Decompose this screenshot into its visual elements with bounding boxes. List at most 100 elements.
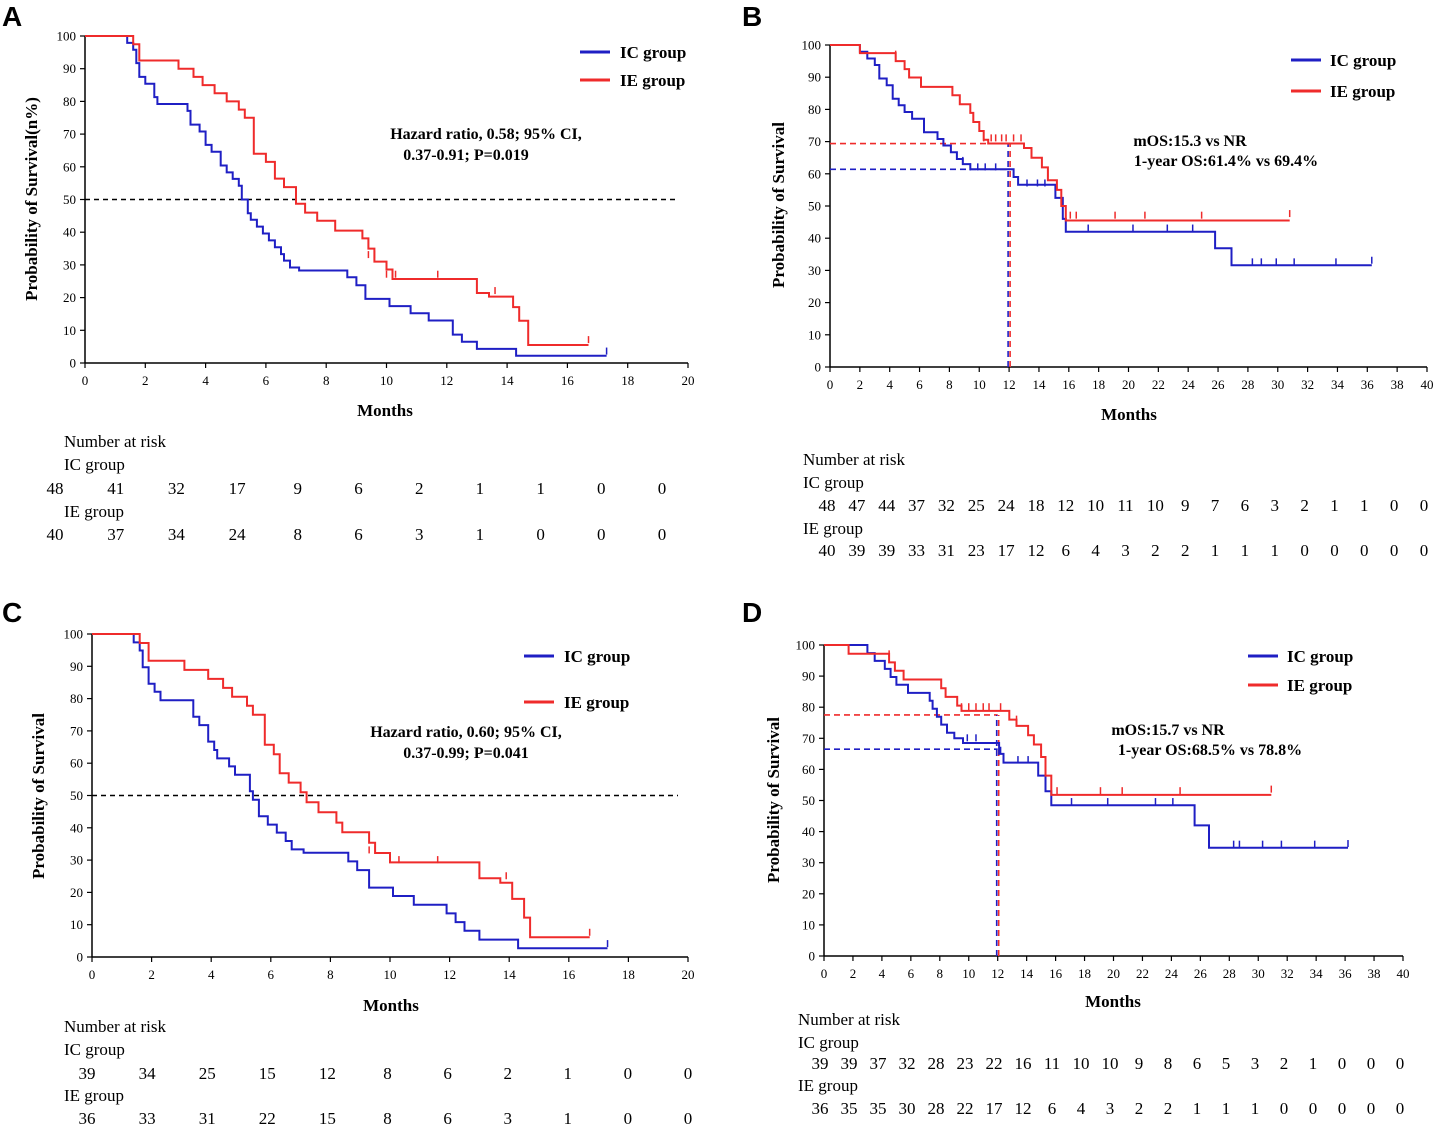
panel-d-x-tick-label: 18 (1078, 966, 1091, 981)
panel-d-x-tick-label: 20 (1107, 966, 1120, 981)
panel-a-y-tick-label: 60 (63, 159, 76, 174)
panel-d-risk-ic-value: 11 (1044, 1054, 1060, 1073)
panel-d-risk-ie-value: 12 (1015, 1099, 1032, 1118)
panel-c-legend-ic-label: IC group (564, 647, 630, 666)
panel-b-risk-ic-value: 47 (848, 496, 866, 515)
panel-d-risk-ic-value: 37 (870, 1054, 888, 1073)
panel-d-risk-ie-value: 35 (841, 1099, 858, 1118)
panel-d-risk-ie-value: 1 (1222, 1099, 1231, 1118)
panel-c-x-tick-label: 10 (384, 967, 397, 982)
panel-a-risk-ie-label: IE group (64, 502, 124, 521)
panel-d-risk-ic-value: 5 (1222, 1054, 1231, 1073)
panel-a-x-tick-label: 10 (380, 373, 393, 388)
panel-d-risk-ie-value: 0 (1367, 1099, 1376, 1118)
panel-a-risk-ic-value: 6 (354, 479, 363, 498)
panel-d-y-tick-label: 100 (796, 638, 816, 653)
panel-c-x-tick-label: 4 (208, 967, 215, 982)
panel-b-risk-ie-value: 40 (819, 541, 836, 560)
panel-c-x-tick-label: 0 (89, 967, 96, 982)
panel-c-risk-header: Number at risk (64, 1017, 166, 1036)
panel-a-risk-ie-value: 8 (294, 525, 303, 544)
panel-a-risk-ic-value: 17 (229, 479, 247, 498)
panel-a-risk-ic-value: 1 (536, 479, 545, 498)
panel-d-y-tick-label: 80 (802, 700, 815, 715)
panel-c-risk-ic-row: 39 34 25 15 12 8 6 2 1 0 0 (79, 1064, 693, 1083)
panel-a-x-tick-label: 18 (621, 373, 634, 388)
panel-d-risk-ic-value: 23 (957, 1054, 974, 1073)
panel-b-x-tick-label: 10 (973, 377, 986, 392)
panel-d-risk-ic-label: IC group (798, 1033, 859, 1052)
panel-d-x-tick-label: 6 (908, 966, 915, 981)
panel-d-risk-ic-value: 22 (986, 1054, 1003, 1073)
panel-d: D 0 2 4 6 8 10 12 14 16 18 20 22 24 26 28 30 32 34 36 38 400… (742, 597, 1410, 1118)
panel-a-y-tick-label: 70 (63, 127, 76, 142)
panel-c-risk-ie-value: 36 (79, 1109, 96, 1126)
panel-d-legend-ic-label: IC group (1287, 647, 1353, 666)
panel-d-y-tick-label: 20 (802, 886, 815, 901)
panel-c-risk-ic-value: 15 (259, 1064, 276, 1083)
panel-a-risk-ie-value: 3 (415, 525, 424, 544)
panel-a: A 0 2 4 6 8 10 12 14 16 18 20010203040506070809010… (2, 1, 695, 544)
panel-b-risk-ic-value: 9 (1181, 496, 1190, 515)
panel-a-risk-ic-value: 0 (597, 479, 606, 498)
panel-d-risk-ic-value: 0 (1367, 1054, 1376, 1073)
panel-c-risk-ie-value: 8 (383, 1109, 392, 1126)
panel-a-risk-ic-value: 1 (476, 479, 485, 498)
panel-b-risk-ie-value: 39 (878, 541, 895, 560)
panel-c: C 0 2 4 6 8 10 12 14 16 18 20010203040506070809010… (2, 597, 695, 1126)
panel-c-y-tick-label: 30 (70, 853, 83, 868)
panel-d-risk-ie-value: 17 (986, 1099, 1004, 1118)
panel-d-risk-ie-value: 22 (957, 1099, 974, 1118)
panel-c-risk-ie-value: 15 (319, 1109, 336, 1126)
panel-c-risk-ic-value: 12 (319, 1064, 336, 1083)
panel-d-risk-ic-value: 9 (1135, 1054, 1144, 1073)
panel-d-plot-area: 0 2 4 6 8 10 12 14 16 18 20 22 24 26 28 30 32 34 36 38 40010… (796, 638, 1410, 982)
panel-d-risk-ic-value: 10 (1102, 1054, 1119, 1073)
panel-d-x-tick-label: 2 (850, 966, 857, 981)
panel-b-x-tick-label: 22 (1152, 377, 1165, 392)
panel-a-x-tick-label: 0 (82, 373, 89, 388)
panel-c-x-tick-label: 2 (148, 967, 155, 982)
panel-b-risk-header: Number at risk (803, 450, 905, 469)
panel-b-y-tick-label: 80 (808, 102, 821, 117)
panel-a-risk-ie-value: 6 (354, 525, 363, 544)
panel-c-y-tick-label: 50 (70, 788, 83, 803)
panel-b-x-tick-label: 28 (1241, 377, 1254, 392)
panel-a-x-tick-label: 16 (561, 373, 575, 388)
panel-a-risk-header: Number at risk (64, 432, 166, 451)
panel-d-y-tick-label: 70 (802, 731, 815, 746)
panel-b-risk-ie-label: IE group (803, 519, 863, 538)
panel-b-x-tick-label: 8 (946, 377, 953, 392)
panel-b-risk-ic-value: 3 (1271, 496, 1280, 515)
panel-b-risk-ic-value: 10 (1147, 496, 1164, 515)
panel-b-x-tick-label: 18 (1092, 377, 1105, 392)
panel-c-risk-ie-value: 1 (564, 1109, 573, 1126)
panel-b-risk-ie-value: 4 (1091, 541, 1100, 560)
panel-d-y-tick-label: 30 (802, 855, 815, 870)
panel-d-risk-ie-row: 36 35 35 30 28 22 17 12 6 4 3 2 2 1 1 1 0 0 0 0 0 (812, 1099, 1405, 1118)
panel-a-x-tick-label: 6 (263, 373, 270, 388)
panel-b-risk-ie-value: 33 (908, 541, 925, 560)
panel-b-x-tick-label: 16 (1062, 377, 1076, 392)
panel-d-x-tick-label: 30 (1252, 966, 1265, 981)
panel-b-risk-ie-value: 17 (998, 541, 1016, 560)
panel-d-risk-ic-value: 10 (1073, 1054, 1090, 1073)
panel-b-x-tick-label: 30 (1271, 377, 1284, 392)
panel-d-x-axis-label: Months (1085, 992, 1141, 1011)
panel-b-y-tick-label: 30 (808, 263, 821, 278)
panel-b-risk-ic-value: 11 (1117, 496, 1133, 515)
panel-a-x-tick-label: 12 (440, 373, 453, 388)
panel-c-risk-ie-value: 0 (624, 1109, 633, 1126)
panel-a-x-tick-label: 2 (142, 373, 149, 388)
panel-d-risk-ie-value: 3 (1106, 1099, 1115, 1118)
panel-b-risk-ic-value: 10 (1087, 496, 1104, 515)
panel-b-risk-ie-value: 2 (1181, 541, 1190, 560)
panel-d-risk-ie-value: 2 (1164, 1099, 1173, 1118)
panel-b-risk-ic-value: 32 (938, 496, 955, 515)
panel-d-risk-ie-value: 0 (1309, 1099, 1318, 1118)
panel-d-x-tick-label: 32 (1281, 966, 1294, 981)
panel-a-x-tick-label: 14 (501, 373, 515, 388)
panel-b-risk-ic-value: 1 (1360, 496, 1369, 515)
panel-b-risk-ic-value: 25 (968, 496, 985, 515)
panel-a-risk-ie-value: 0 (536, 525, 545, 544)
